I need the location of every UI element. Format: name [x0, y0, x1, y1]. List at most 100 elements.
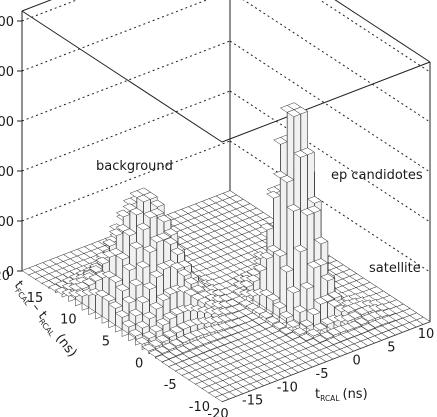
bar-top [272, 321, 287, 330]
bar-top [319, 331, 335, 340]
bar-top [368, 304, 384, 312]
bar-top [155, 334, 171, 343]
bar-top [360, 323, 376, 331]
bar-top [155, 346, 170, 354]
bar-top [135, 222, 151, 231]
bar-top [307, 196, 322, 204]
bar-top [148, 339, 164, 348]
bar-top [128, 241, 144, 250]
bar-top [312, 322, 328, 331]
box-edge [334, 0, 431, 63]
z-gridline [229, 90, 431, 223]
bar-top [292, 305, 308, 313]
bar-top [259, 251, 275, 260]
bar-top [299, 333, 314, 341]
bar-top [128, 328, 143, 337]
x-tick-label: 10 [418, 327, 435, 342]
bar-top [203, 325, 219, 334]
bar-top [210, 323, 226, 332]
bar-top [183, 319, 198, 327]
bar-top [320, 294, 335, 302]
bar-top [388, 313, 404, 321]
bar-top [210, 332, 225, 340]
bar-top [74, 289, 90, 297]
bar-top [374, 317, 390, 326]
bar-top [245, 274, 261, 283]
bar-top [203, 316, 219, 324]
bar-top [353, 326, 369, 334]
box-edge [21, 0, 52, 12]
box-edge [21, 10, 223, 143]
x-tick-label: 5 [387, 340, 395, 355]
bar-top [115, 209, 131, 218]
bar-top [170, 247, 185, 256]
bar-top [81, 278, 97, 286]
bar-top [285, 320, 301, 328]
bar-top [183, 277, 199, 285]
bar-top [101, 250, 117, 258]
y-tick-label: 10 [60, 313, 77, 328]
y-tick-label: 0 [135, 356, 143, 371]
bar-top [128, 278, 144, 287]
bar-top [265, 293, 281, 302]
bar-top [168, 348, 184, 357]
bar-top [155, 293, 171, 301]
bar-top [265, 316, 281, 324]
bar-top [196, 327, 212, 336]
bar-top [95, 251, 111, 260]
bar-top [313, 258, 329, 266]
bar-top [327, 299, 342, 307]
x-tick-label: -5 [316, 367, 329, 382]
bar-top [88, 265, 104, 273]
bar-top [121, 263, 137, 271]
bar-top [142, 282, 157, 290]
bar-top [381, 315, 397, 323]
bar-top [258, 311, 274, 319]
annotation-satellite: satellite [369, 261, 421, 276]
bar-top [279, 264, 295, 273]
axis-ticks: 0 500 1000 1500 2000 2500 -20 -15 -10 -5 0 5 10 -10 -5… [0, 15, 434, 417]
y-tick-label: -10 [189, 400, 210, 415]
z-gridline [229, 40, 431, 173]
bar-top [272, 249, 288, 257]
z-gridline [21, 140, 231, 222]
bar-top [278, 326, 294, 335]
bar-top [285, 285, 301, 294]
bar-top [299, 281, 315, 290]
bar-top [225, 298, 240, 307]
box-edge [221, 61, 431, 143]
bar-top [169, 262, 185, 270]
bar-top [115, 283, 130, 292]
bar-top [135, 260, 151, 269]
bar-top [347, 320, 363, 329]
bar-top [224, 312, 240, 321]
annotation-ep-candidates: ep candidotes [331, 168, 423, 183]
y-tick-label: 5 [102, 335, 110, 350]
bar-top [224, 327, 239, 336]
bar-top [121, 295, 137, 304]
bar-top [175, 345, 191, 354]
z-gridline [21, 0, 78, 22]
bar-top [218, 294, 234, 302]
z-tick-label: 2500 [0, 15, 14, 30]
bar-top [108, 275, 124, 283]
bar-top [148, 349, 163, 358]
bar-top [211, 294, 227, 303]
bar-top [141, 311, 157, 320]
bar-top [101, 294, 117, 302]
bar-top [354, 317, 369, 325]
annotation-background: background [96, 159, 173, 174]
z-gridline [21, 40, 231, 122]
bar-top [162, 312, 178, 320]
bar-top [189, 329, 205, 338]
bar-top [224, 305, 240, 314]
z-gridlines [21, 0, 431, 273]
bar-top [176, 304, 192, 313]
y-tick-label: 15 [27, 291, 44, 306]
bar-top [279, 175, 295, 183]
bar-top [135, 320, 150, 329]
bar-top [156, 232, 172, 241]
bar-top [415, 316, 431, 325]
bar-top [217, 322, 233, 330]
bar-top [156, 214, 172, 223]
